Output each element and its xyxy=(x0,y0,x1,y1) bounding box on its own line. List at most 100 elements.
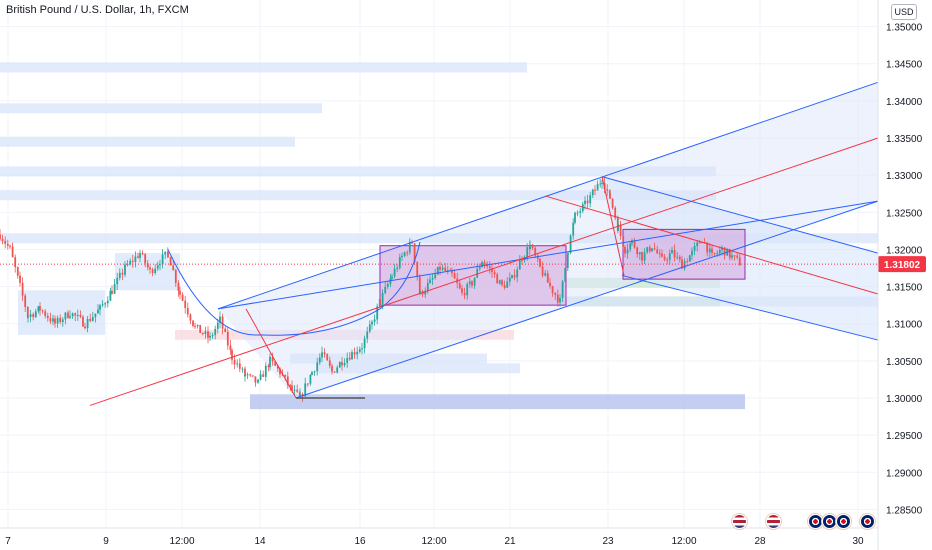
candle-body xyxy=(686,261,689,263)
candle-body xyxy=(733,255,736,257)
candle-body xyxy=(661,253,663,257)
candle-body xyxy=(483,262,486,265)
candle-body xyxy=(82,316,84,327)
candle-body xyxy=(508,277,511,282)
candle-body xyxy=(572,222,575,236)
currency-badge[interactable]: USD xyxy=(891,4,917,20)
gb-flag-icon[interactable] xyxy=(822,514,837,529)
x-tick-label: 16 xyxy=(354,536,366,547)
candle-body xyxy=(486,264,489,267)
candle-body xyxy=(293,389,296,391)
candle-body xyxy=(196,324,199,327)
gb-flag-icon[interactable] xyxy=(836,514,851,529)
candle-body xyxy=(363,338,366,349)
candle-body xyxy=(554,293,557,295)
candle-body xyxy=(11,246,14,258)
candle-body xyxy=(696,242,699,247)
candle-body xyxy=(513,275,516,278)
candle-body xyxy=(244,368,246,377)
candle-body xyxy=(194,325,196,327)
candle-body xyxy=(546,273,549,283)
candle-body xyxy=(4,241,7,244)
candle-body xyxy=(569,235,572,253)
candle-body xyxy=(116,277,119,285)
candle-body xyxy=(501,280,503,286)
drop-line xyxy=(601,176,625,276)
candle-body xyxy=(348,357,351,360)
candle-body xyxy=(373,319,376,322)
zone-band xyxy=(18,290,105,335)
candle-body xyxy=(461,288,463,293)
candle-body xyxy=(199,324,202,333)
candle-body xyxy=(516,269,519,278)
gb-flag-icon[interactable] xyxy=(808,514,823,529)
candle-body xyxy=(67,312,69,318)
candle-body xyxy=(221,316,224,329)
x-tick-label: 12:00 xyxy=(169,536,194,547)
candle-body xyxy=(426,283,429,291)
candle-body xyxy=(353,352,356,355)
candle-body xyxy=(131,260,134,262)
candle-body xyxy=(676,256,679,258)
candle-body xyxy=(579,211,582,213)
candle-body xyxy=(534,248,537,256)
candle-body xyxy=(56,317,59,324)
candle-body xyxy=(113,284,116,294)
candle-body xyxy=(26,307,29,318)
candle-body xyxy=(629,243,632,250)
candle-body xyxy=(91,317,94,321)
candle-body xyxy=(201,332,204,334)
candle-body xyxy=(614,207,617,218)
candle-body xyxy=(86,318,89,329)
candle-body xyxy=(721,247,723,251)
candle-body xyxy=(246,374,249,376)
candle-body xyxy=(416,261,419,277)
candle-body xyxy=(301,394,304,397)
candle-body xyxy=(646,247,649,253)
candle-body xyxy=(648,247,651,252)
candle-body xyxy=(159,264,161,266)
candle-body xyxy=(291,385,293,391)
candle-body xyxy=(204,331,207,334)
candle-body xyxy=(154,268,157,274)
y-tick-label: 1.31000 xyxy=(886,320,923,331)
candle-body xyxy=(671,250,673,254)
candle-body xyxy=(174,269,177,283)
candle-body xyxy=(643,252,646,261)
us-flag-icon[interactable] xyxy=(766,514,781,529)
candle-body xyxy=(663,256,666,260)
candle-body xyxy=(326,354,329,361)
midline-red xyxy=(89,137,879,406)
candle-body xyxy=(21,282,24,296)
candle-body xyxy=(233,359,236,365)
candle-body xyxy=(262,374,265,377)
candle-body xyxy=(167,252,169,258)
candle-body xyxy=(304,383,307,397)
candle-body xyxy=(238,363,241,369)
candle-body xyxy=(698,242,701,244)
candle-body xyxy=(731,255,733,258)
candle-body xyxy=(413,243,416,262)
candle-body xyxy=(521,259,523,261)
us-flag-icon[interactable] xyxy=(732,514,747,529)
y-tick-label: 1.33500 xyxy=(886,134,923,145)
candle-body xyxy=(139,253,141,258)
down-channel-lower-line xyxy=(621,274,879,341)
channel-base-line xyxy=(295,200,879,399)
candle-body xyxy=(338,362,341,368)
candle-body xyxy=(471,281,473,286)
candle-body xyxy=(289,384,292,386)
descending-line xyxy=(245,308,297,399)
candle-body xyxy=(229,345,232,351)
candle-body xyxy=(251,375,254,377)
candle-body xyxy=(318,357,321,363)
candle-body xyxy=(591,189,594,196)
candle-body xyxy=(211,335,214,337)
candle-body xyxy=(401,255,403,258)
gb-flag-icon[interactable] xyxy=(860,514,875,529)
zone-band xyxy=(566,277,720,288)
candle-body xyxy=(711,248,713,253)
candle-body xyxy=(207,331,209,338)
candle-body xyxy=(596,184,599,191)
